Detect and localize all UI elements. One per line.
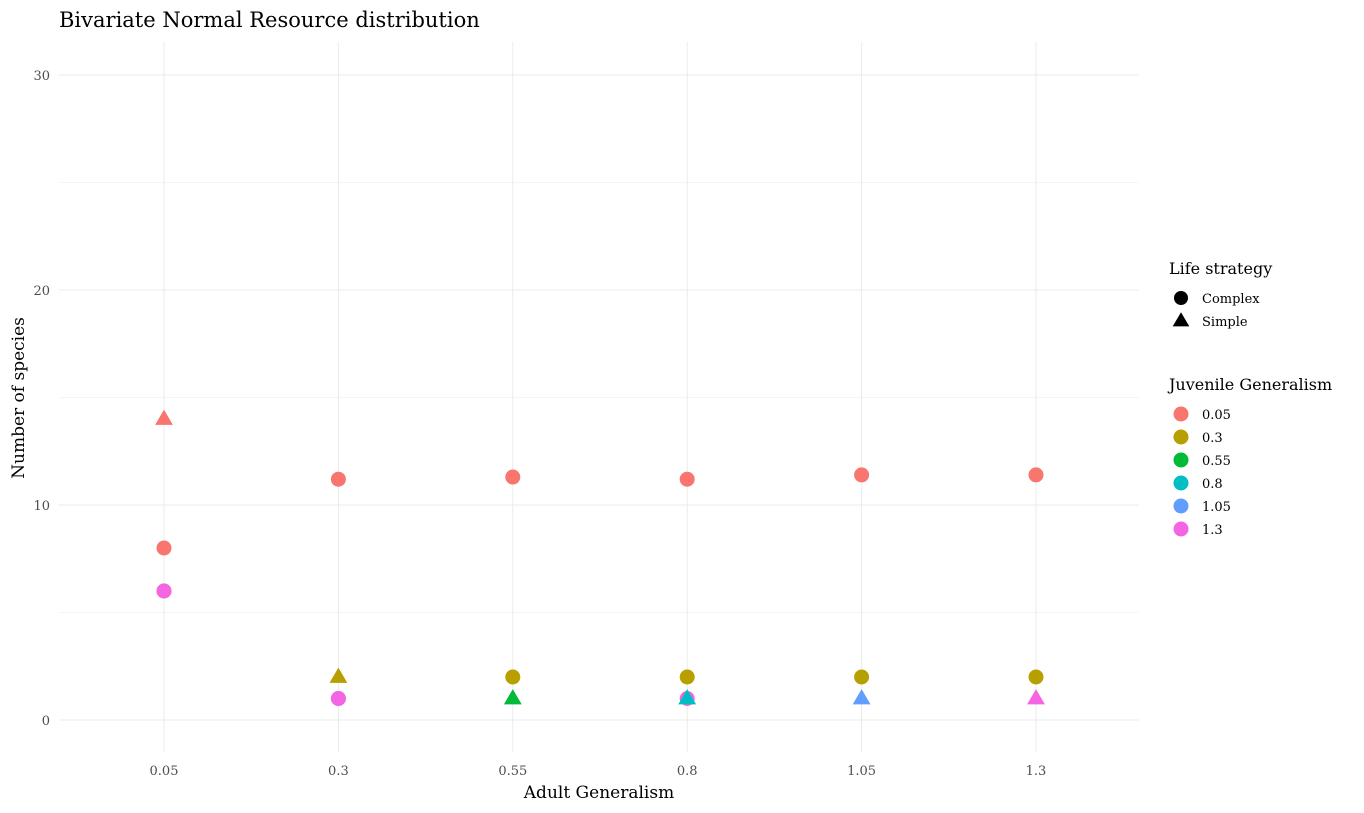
legend-label-juvenile: 0.3: [1202, 431, 1223, 446]
data-point-circle: [156, 540, 172, 556]
legend-key-juvenile: [1173, 498, 1189, 514]
legend-key-juvenile: [1173, 429, 1189, 445]
y-tick-label: 10: [33, 499, 50, 514]
legend-key-complex: [1174, 291, 1188, 305]
legend-label-juvenile: 1.05: [1202, 500, 1231, 515]
data-point-circle: [1028, 669, 1044, 685]
legend-label-juvenile: 1.3: [1202, 523, 1223, 538]
x-tick-label: 0.8: [677, 764, 698, 779]
data-point-circle: [854, 669, 870, 685]
legend-label-juvenile: 0.05: [1202, 408, 1231, 423]
y-tick-label: 0: [42, 714, 50, 729]
data-point-circle: [505, 669, 521, 685]
grid-layer: [59, 42, 1139, 752]
data-point-circle: [156, 583, 172, 599]
data-point-circle: [679, 669, 695, 685]
legend-life-strategy: Life strategy Complex Simple: [1169, 259, 1272, 330]
legend-juvenile-generalism-title: Juvenile Generalism: [1167, 375, 1332, 394]
data-point-circle: [854, 467, 870, 483]
legend-juvenile-generalism: Juvenile Generalism 0.05 0.3 0.55 0.8 1.05 1.…: [1167, 375, 1332, 538]
data-point-circle: [1028, 467, 1044, 483]
legend-label-complex: Complex: [1202, 292, 1260, 307]
legend-key-juvenile: [1173, 406, 1189, 422]
data-point-circle: [679, 471, 695, 487]
x-tick-label: 0.55: [498, 764, 527, 779]
data-point-triangle: [678, 689, 697, 705]
data-point-circle: [330, 471, 346, 487]
legend-key-juvenile: [1173, 475, 1189, 491]
x-tick-label: 0.05: [150, 764, 179, 779]
y-tick-label: 20: [33, 284, 50, 299]
points-layer: [155, 409, 1045, 706]
legend-key-juvenile: [1173, 521, 1189, 537]
y-axis-title: Number of species: [9, 317, 29, 479]
data-point-triangle: [503, 689, 522, 705]
data-point-circle: [505, 469, 521, 485]
legend-life-strategy-title: Life strategy: [1169, 259, 1272, 278]
legend-key-simple: [1172, 312, 1190, 327]
chart-title: Bivariate Normal Resource distribution: [59, 8, 480, 32]
data-point-triangle: [329, 667, 348, 683]
legend-label-juvenile: 0.55: [1202, 454, 1231, 469]
y-axis-ticks: 0 10 20 30: [33, 69, 50, 729]
data-point-triangle: [155, 409, 173, 425]
legend-label-simple: Simple: [1202, 315, 1248, 330]
y-tick-label: 30: [33, 69, 50, 84]
legend-key-juvenile: [1173, 452, 1189, 468]
x-tick-label: 0.3: [328, 764, 349, 779]
x-axis-ticks: 0.05 0.3 0.55 0.8 1.05 1.3: [150, 764, 1047, 779]
x-axis-title: Adult Generalism: [523, 783, 674, 803]
data-point-triangle: [1027, 689, 1045, 705]
data-point-circle: [330, 691, 346, 706]
x-tick-label: 1.05: [847, 764, 876, 779]
legend-label-juvenile: 0.8: [1202, 477, 1223, 492]
data-point-triangle: [852, 689, 871, 705]
x-tick-label: 1.3: [1026, 764, 1047, 779]
